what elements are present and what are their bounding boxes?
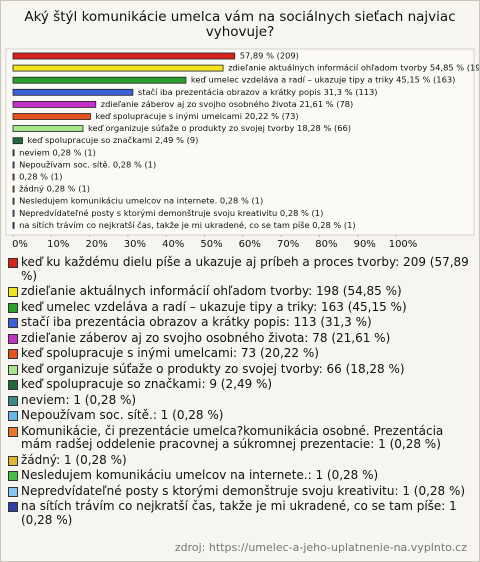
- bar: [12, 52, 236, 60]
- bar: [12, 221, 15, 229]
- bar-label: 57,89 % (209): [240, 51, 299, 61]
- legend-label: keď umelec vzdeláva a radí – ukazuje tip…: [21, 299, 407, 314]
- legend-item: neviem: 1 (0,28 %): [7, 392, 471, 408]
- bar: [12, 161, 15, 169]
- legend-label: Nesledujem komunikáciu umelcov na intern…: [21, 468, 379, 482]
- legend-label: Komunikácie, či prezentácie umelca?komun…: [21, 423, 444, 451]
- legend-item: žádný: 1 (0,28 %): [7, 452, 471, 468]
- legend-item: zdieľanie aktuálnych informácií ohľadom …: [7, 284, 471, 299]
- bar: [12, 64, 224, 72]
- x-tick-label: 80%: [315, 239, 337, 250]
- legend-item: keď spolupracuje s inými umelcami: 73 (2…: [7, 346, 471, 361]
- legend-label: stačí iba prezentácia obrazov a krátky p…: [21, 315, 372, 329]
- legend-swatch: [8, 364, 18, 375]
- legend-swatch: [8, 486, 18, 497]
- legend-label: Nepredvídateľné posty s ktorými demonštr…: [21, 483, 466, 498]
- bar-label: Nesledujem komunikáciu umelcov na intern…: [19, 196, 263, 206]
- legend-swatch: [8, 258, 18, 268]
- legend-label: zdieľanie záberov aj zo svojho osobného …: [21, 330, 391, 345]
- bar-label: žádný 0,28 % (1): [19, 184, 90, 194]
- x-tick-label: 30%: [124, 239, 146, 250]
- legend-item: Nepoužívam soc. sítě.: 1 (0,28 %): [7, 408, 471, 423]
- bar-label: keď umelec vzdeláva a radí – ukazuje tip…: [191, 75, 455, 85]
- legend-swatch: [8, 333, 18, 344]
- legend-label: žádný: 1 (0,28 %): [21, 452, 127, 467]
- legend-swatch: [8, 471, 18, 481]
- bar: [12, 88, 134, 96]
- legend-swatch: [8, 380, 18, 390]
- bar-label: stačí iba prezentácia obrazov a krátky p…: [138, 87, 378, 97]
- legend-item: keď spolupracuje so značkami: 9 (2,49 %): [7, 377, 471, 392]
- bar-label: Nepredvídateľné posty s ktorými demonštr…: [19, 208, 323, 218]
- x-tick-label: 20%: [85, 239, 107, 250]
- legend-label: keď spolupracuje so značkami: 9 (2,49 %): [21, 377, 273, 391]
- bar-label: Nepoužívam soc. sítě. 0,28 % (1): [19, 159, 156, 169]
- legend-label: zdieľanie aktuálnych informácií ohľadom …: [21, 284, 402, 298]
- legend-swatch: [8, 455, 18, 466]
- bar: [12, 149, 15, 157]
- legend: keď ku každému dielu píše a ukazuje aj p…: [7, 255, 471, 529]
- x-tick-label: 100%: [389, 239, 418, 250]
- legend-item: zdieľanie záberov aj zo svojho osobného …: [7, 330, 471, 346]
- legend-item: Nepredvídateľné posty s ktorými demonštr…: [7, 483, 471, 499]
- legend-item: keď organizuje súťaže o produkty zo svoj…: [7, 361, 471, 377]
- bar: [12, 137, 23, 145]
- bar-label: neviem 0,28 % (1): [19, 147, 96, 157]
- chart-title: Aký štýl komunikácie umelca vám na sociá…: [24, 9, 455, 40]
- bar: [12, 125, 84, 132]
- bar: [12, 185, 15, 193]
- bar-label: zdieľanie záberov aj zo svojho osobného …: [101, 99, 354, 109]
- x-tick-label: 50%: [200, 239, 222, 250]
- x-tick-label: 0%: [12, 239, 28, 250]
- bar-label: keď spolupracuje so značkami 2,49 % (9): [28, 135, 199, 145]
- bar-label: zdieľanie aktuálnych informácií ohľadom …: [228, 63, 479, 73]
- legend-item: keď ku každému dielu píše a ukazuje aj p…: [7, 255, 471, 283]
- bar: [12, 101, 97, 108]
- legend-swatch: [8, 318, 18, 328]
- legend-swatch: [8, 302, 18, 313]
- legend-swatch: [8, 411, 18, 421]
- bar-label: na sítích trávím co nejkratší čas, takže…: [19, 220, 356, 230]
- bar: [12, 209, 15, 217]
- legend-swatch: [8, 287, 18, 297]
- legend-item: Nesledujem komunikáciu umelcov na intern…: [7, 468, 471, 483]
- bar-label: 0,28 % (1): [19, 172, 62, 182]
- bar-label: keď organizuje súťaže o produkty zo svoj…: [88, 123, 351, 133]
- legend-label: na sítích trávím co nejkratší čas, takže…: [21, 499, 457, 527]
- x-tick-label: 60%: [239, 239, 261, 250]
- legend-item: Komunikácie, či prezentácie umelca?komun…: [7, 423, 471, 452]
- legend-swatch: [8, 349, 18, 359]
- legend-item: stačí iba prezentácia obrazov a krátky p…: [7, 315, 471, 330]
- x-tick-label: 90%: [354, 239, 376, 250]
- bar: [12, 76, 187, 84]
- legend-swatch: [8, 395, 18, 406]
- legend-swatch: [8, 426, 18, 437]
- chart: Aký štýl komunikácie umelca vám na sociá…: [5, 9, 479, 250]
- bar: [12, 197, 15, 205]
- legend-label: keď organizuje súťaže o produkty zo svoj…: [21, 361, 405, 376]
- legend-label: Nepoužívam soc. sítě.: 1 (0,28 %): [21, 408, 224, 422]
- bar: [12, 113, 91, 120]
- x-tick-label: 70%: [277, 239, 299, 250]
- x-tick-label: 40%: [162, 239, 184, 250]
- source: zdroj: https://umelec-a-jeho-uplatnenie-…: [174, 541, 467, 554]
- bar-label: keď spolupracuje s inými umelcami 20,22 …: [95, 111, 298, 121]
- legend-item: na sítích trávím co nejkratší čas, takže…: [7, 499, 471, 527]
- bar: [12, 173, 15, 181]
- legend-label: neviem: 1 (0,28 %): [21, 392, 137, 407]
- x-tick-label: 10%: [47, 239, 69, 250]
- legend-swatch: [8, 502, 18, 512]
- legend-label: keď spolupracuje s inými umelcami: 73 (2…: [21, 346, 319, 360]
- legend-label: keď ku každému dielu píše a ukazuje aj p…: [21, 255, 469, 283]
- legend-item: keď umelec vzdeláva a radí – ukazuje tip…: [7, 299, 471, 315]
